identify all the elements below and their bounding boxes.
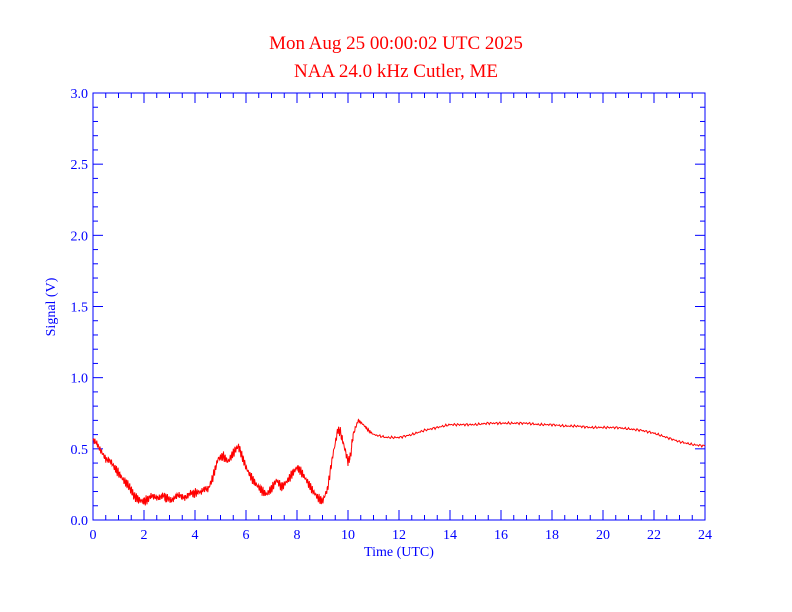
chart-subtitle: NAA 24.0 kHz Cutler, ME <box>294 61 498 82</box>
y-tick-label: 1.5 <box>71 301 89 316</box>
x-tick-label: 6 <box>243 528 250 543</box>
axes-frame <box>92 92 706 521</box>
chart-title: Mon Aug 25 00:00:02 UTC 2025 <box>269 33 523 54</box>
y-tick-label: 0.5 <box>71 443 89 458</box>
x-tick-label: 12 <box>392 528 406 543</box>
x-tick-label: 4 <box>192 528 199 543</box>
y-tick-label: 0.0 <box>71 514 89 529</box>
x-axis-label: Time (UTC) <box>364 545 434 560</box>
x-tick-label: 16 <box>494 528 508 543</box>
x-tick-label: 2 <box>141 528 148 543</box>
x-tick-label: 20 <box>596 528 610 543</box>
x-tick-label: 22 <box>647 528 661 543</box>
x-tick-label: 24 <box>698 528 712 543</box>
y-axis-label: Signal (V) <box>44 277 59 336</box>
x-tick-label: 14 <box>443 528 457 543</box>
x-tick-label: 18 <box>545 528 559 543</box>
x-tick-label: 0 <box>90 528 97 543</box>
signal-line <box>92 418 706 506</box>
plot-area <box>92 418 706 506</box>
y-tick-labels: 0.0 0.5 1.0 1.5 2.0 2.5 3.0 <box>71 87 89 529</box>
plot-frame <box>92 92 706 521</box>
y-tick-label: 1.0 <box>71 372 89 387</box>
tick-marks <box>92 92 706 521</box>
y-tick-label: 2.0 <box>71 229 89 244</box>
y-tick-label: 2.5 <box>71 158 89 173</box>
x-tick-labels: 0 2 4 6 8 10 12 14 16 18 20 22 24 <box>90 528 713 543</box>
x-tick-label: 10 <box>341 528 355 543</box>
x-tick-label: 8 <box>294 528 301 543</box>
y-tick-label: 3.0 <box>71 87 89 102</box>
